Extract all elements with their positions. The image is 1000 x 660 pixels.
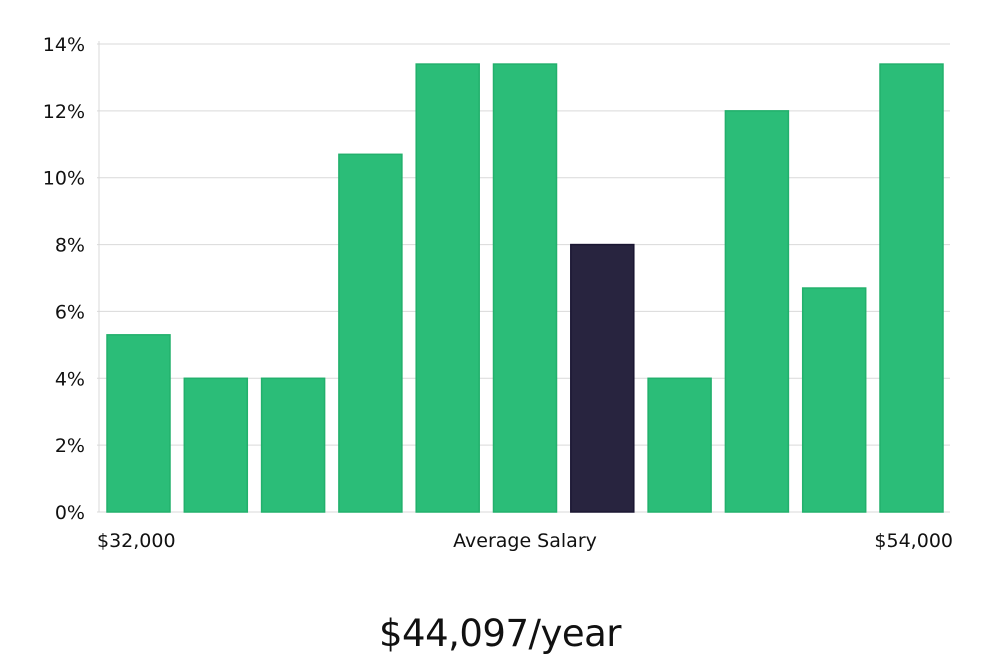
bars	[106, 63, 944, 513]
bar	[492, 63, 558, 513]
y-tick-label: 10%	[43, 168, 85, 190]
y-tick-label: 8%	[55, 235, 85, 257]
y-axis-ticks: 0% 2% 4% 6% 8% 10% 12% 14%	[43, 34, 85, 524]
bar	[724, 110, 790, 513]
bar	[338, 153, 403, 513]
bar	[647, 377, 712, 513]
x-axis-start-label: $32,000	[97, 530, 176, 552]
y-tick-label: 4%	[55, 368, 85, 390]
bar	[879, 63, 944, 513]
bar	[260, 377, 326, 513]
y-tick-label: 0%	[55, 502, 85, 524]
average-salary-value: $44,097/year	[378, 612, 622, 655]
bar	[801, 287, 867, 513]
bar	[106, 334, 171, 513]
y-tick-label: 12%	[43, 101, 85, 123]
bar	[183, 377, 249, 513]
y-tick-label: 14%	[43, 34, 85, 56]
x-axis-end-label: $54,000	[874, 530, 953, 552]
y-tick-label: 2%	[55, 435, 85, 457]
x-axis-title: Average Salary	[453, 530, 597, 552]
y-tick-label: 6%	[55, 301, 85, 323]
bar	[415, 63, 480, 513]
bar-highlighted	[570, 243, 635, 513]
